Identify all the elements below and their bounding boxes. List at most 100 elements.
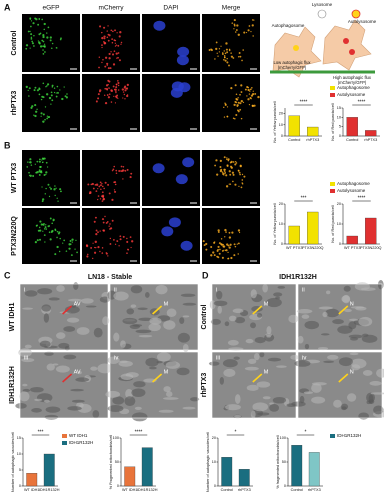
puncta [108,34,111,37]
y-tick-label: 50 [115,460,119,464]
puncta [126,168,129,171]
puncta [62,242,64,244]
texture [85,305,97,308]
legend-label: WT IDH1 [69,433,88,438]
puncta [99,25,102,28]
y-axis-label: No. of Red puncta/cell [331,103,335,141]
puncta [46,117,49,120]
puncta [107,25,109,27]
puncta [237,56,240,58]
micrograph-signal [208,19,255,67]
y-tick-label: 20 [279,202,283,206]
texture [325,308,340,318]
micrograph-signal [87,165,133,202]
puncta [44,193,47,195]
puncta [122,235,125,238]
frame [109,283,199,351]
puncta [218,252,221,255]
texture [162,397,179,400]
micrograph-signal [34,217,78,257]
puncta [208,49,211,52]
puncta [119,238,122,241]
texture [276,365,287,368]
micrograph [142,14,200,72]
puncta [116,94,119,97]
puncta [223,50,225,52]
puncta [42,113,45,116]
texture [288,314,299,324]
row-label: rhPTX3 [11,91,18,116]
puncta [42,161,44,163]
bar [365,130,377,137]
puncta [113,189,116,191]
arrow [152,373,163,383]
nucleus [177,46,190,57]
puncta [51,42,54,45]
puncta [226,115,229,118]
puncta [41,95,44,98]
puncta [228,49,231,52]
puncta [230,166,233,169]
texture [158,409,174,413]
texture [348,318,359,321]
texture [105,390,121,398]
texture [233,356,240,360]
puncta [210,254,213,257]
bar [346,117,358,137]
puncta [31,105,34,108]
texture [118,360,133,367]
texture [343,285,351,292]
puncta [227,244,230,247]
puncta [95,183,99,186]
micrograph [82,14,140,72]
puncta [42,45,45,48]
puncta [105,222,108,224]
puncta [111,219,114,222]
puncta [115,169,118,172]
y-tick-label: 20 [279,112,283,116]
puncta [234,163,237,166]
puncta [46,85,48,87]
texture [71,304,76,308]
puncta [113,50,116,53]
puncta [115,52,118,55]
frame [109,351,199,419]
puncta [235,101,238,104]
nucleus [180,240,193,251]
puncta [107,83,109,86]
y-tick-label: 0 [339,134,341,138]
puncta [95,246,97,249]
puncta [105,87,108,90]
texture [247,358,257,365]
puncta [117,52,120,54]
arrow [338,305,349,315]
puncta [236,243,238,245]
puncta [226,164,229,167]
bar [346,235,358,245]
puncta [251,24,254,27]
puncta [108,192,111,195]
puncta [102,221,105,224]
puncta [31,40,34,43]
puncta [95,190,98,193]
puncta [101,182,103,185]
y-tick-label: 15 [17,436,21,440]
puncta [59,237,61,240]
puncta [217,245,220,249]
texture [377,280,384,290]
puncta [38,93,41,96]
puncta [46,83,50,86]
texture [155,284,168,295]
puncta [238,171,241,174]
texture [148,323,161,332]
column-header: eGFP [43,5,60,12]
puncta [114,29,116,32]
puncta [123,93,126,96]
puncta [56,245,59,249]
puncta [38,18,41,20]
puncta [240,117,243,120]
puncta [41,198,45,201]
puncta [231,22,234,24]
puncta [107,67,110,70]
micrograph [22,14,80,72]
